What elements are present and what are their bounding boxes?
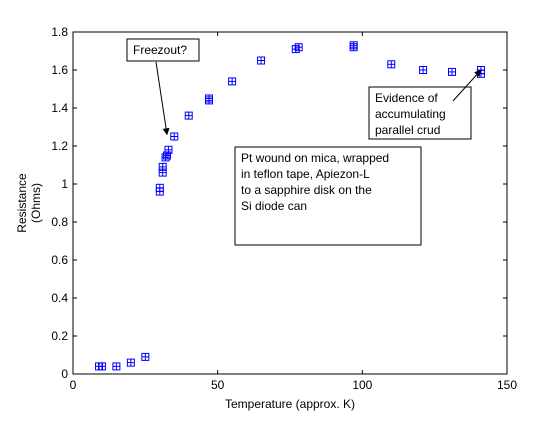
data-point xyxy=(294,43,303,52)
data-point xyxy=(257,56,266,65)
annotation-text-parallel-crud: accumulating xyxy=(375,107,446,121)
annotation-arrow-freezout xyxy=(155,61,170,136)
annotation-box-parallel-crud xyxy=(368,86,472,140)
annotation-text-pt-wound-note: to a sapphire disk on the xyxy=(241,183,372,197)
y-tick-label: 0.8 xyxy=(51,215,68,229)
data-point xyxy=(170,132,179,141)
annotation-box-pt-wound-note xyxy=(234,146,422,246)
y-tick-label: 0.2 xyxy=(51,329,68,343)
y-tick-label: 1.6 xyxy=(51,63,68,77)
data-point xyxy=(164,145,173,154)
data-point xyxy=(158,162,167,171)
x-tick-label: 50 xyxy=(211,378,225,392)
data-point xyxy=(97,362,106,371)
data-point xyxy=(419,66,428,74)
y-tick-label: 0.4 xyxy=(51,291,68,305)
annotation-arrow-parallel-crud xyxy=(452,69,482,102)
annotation-text-pt-wound-note: Si diode can xyxy=(241,199,307,213)
annotation-box-freezout xyxy=(126,38,200,62)
data-point xyxy=(112,362,121,371)
annotation-text-parallel-crud: parallel crud xyxy=(375,123,440,137)
y-tick-label: 1.2 xyxy=(51,139,68,153)
data-point xyxy=(387,60,396,69)
x-tick-label: 150 xyxy=(497,378,517,392)
data-point xyxy=(204,94,213,103)
annotation-text-freezout: Freezout? xyxy=(133,43,187,57)
y-tick-label: 0.6 xyxy=(51,253,68,267)
x-axis-label: Temperature (approx. K) xyxy=(225,397,355,411)
annotation-text-pt-wound-note: in teflon tape, Apiezon-L xyxy=(241,167,370,181)
data-point xyxy=(155,183,164,192)
annotation-text-pt-wound-note: Pt wound on mica, wrapped xyxy=(241,151,389,165)
x-tick-label: 100 xyxy=(352,378,372,392)
y-axis-label: Resistance xyxy=(15,173,29,233)
data-point xyxy=(141,352,150,361)
data-point xyxy=(228,77,237,86)
y-tick-label: 1 xyxy=(61,177,68,191)
data-point xyxy=(184,111,193,120)
y-tick-label: 1.4 xyxy=(51,101,68,115)
y-tick-label: 0 xyxy=(61,367,68,381)
annotation-text-parallel-crud: Evidence of xyxy=(375,91,438,105)
x-tick-label: 0 xyxy=(70,378,77,392)
data-point xyxy=(126,358,135,367)
data-point xyxy=(448,67,457,76)
y-tick-label: 1.8 xyxy=(51,25,68,39)
data-point xyxy=(349,41,358,50)
y-axis-label: (Ohms) xyxy=(29,183,43,223)
